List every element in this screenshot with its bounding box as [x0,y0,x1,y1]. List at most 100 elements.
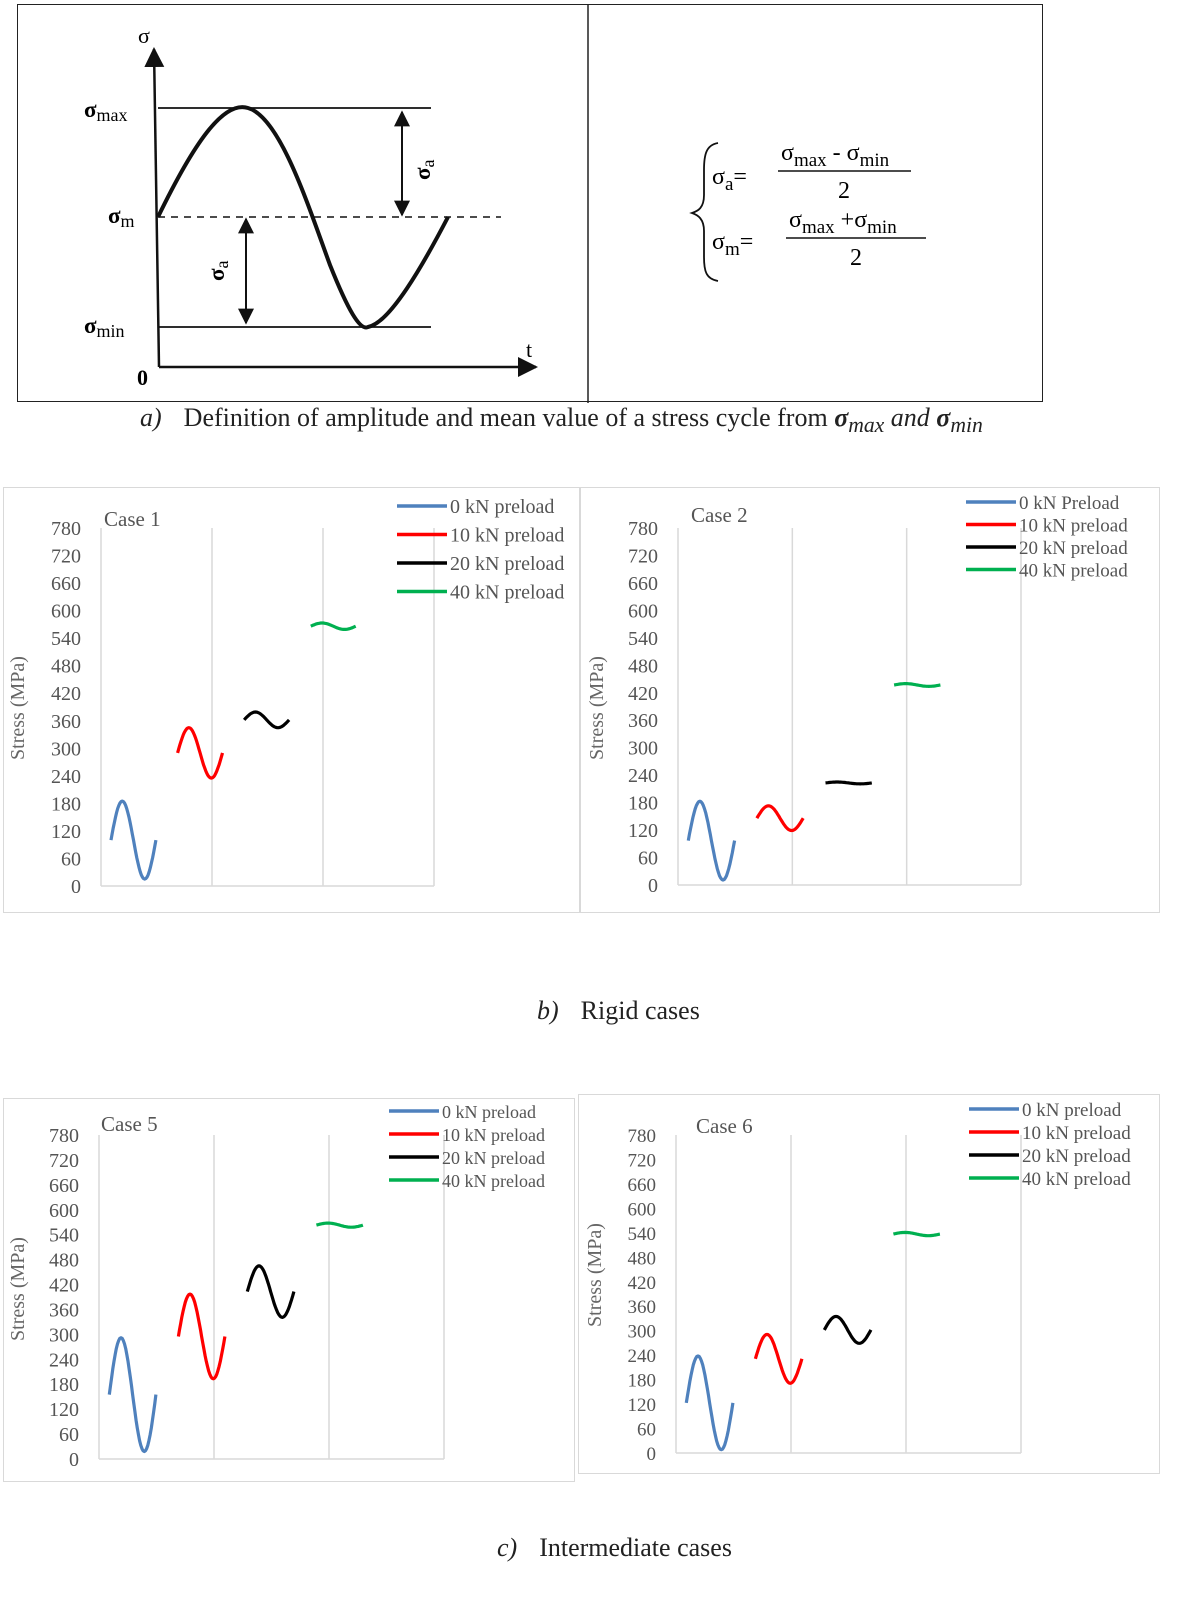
y-tick-label: 120 [628,820,658,842]
y-tick-label: 120 [628,1395,657,1416]
origin-label: 0 [137,365,148,390]
y-tick-label: 180 [628,793,658,815]
chart-case-2: 0 60 120 180 240 300 360 420 480 540 600 660 720 780 S… [580,487,1160,913]
y-tick-label: 360 [628,710,658,732]
y-tick-label: 360 [49,1299,79,1321]
series-line [176,1292,227,1381]
caption-a-text: Definition of amplitude and mean value o… [183,403,835,432]
caption-c: c) Intermediate cases [497,1533,732,1563]
formula-brace [689,142,719,282]
y-tick-label: 420 [51,683,81,705]
series-line [686,799,737,882]
caption-c-label: c) [497,1533,518,1562]
y-tick-label: 420 [628,1273,657,1294]
caption-a: a) Definition of amplitude and mean value… [140,403,983,438]
series-line [109,799,158,881]
y-tick-label: 240 [51,766,81,788]
y-tick-label: 660 [628,573,658,595]
caption-a-sub2: min [950,413,983,438]
y-tick-label: 360 [628,1297,657,1318]
caption-a-mid: and [884,403,937,432]
chart-case-1: 0 60 120 180 240 300 360 420 480 540 600 660 720 780 S… [3,487,580,913]
y-tick-label: 720 [628,545,658,567]
y-tick-label: 0 [69,1449,79,1471]
y-tick-label: 0 [647,1444,657,1465]
y-tick-label: 240 [628,765,658,787]
y-tick-label: 660 [49,1175,79,1197]
y-tick-label: 720 [628,1150,657,1171]
caption-a-sym1: σ [834,403,849,432]
y-axis-label: Stress (MPa) [584,1223,606,1327]
y-tick-label: 180 [628,1371,657,1392]
y-tick-label: 720 [49,1150,79,1172]
y-tick-label: 540 [628,628,658,650]
legend-label: 40 kN preload [1019,561,1128,582]
series-line [822,1314,873,1345]
y-axis-label: Stress (MPa) [7,656,29,760]
chart-case-5: 0 60 120 180 240 300 360 420 480 540 600 660 720 780 S… [3,1098,575,1482]
stress-wave [156,105,450,330]
legend-label: 0 kN Preload [1019,493,1120,514]
x-axis-label: t [526,337,532,362]
legend-label: 10 kN preload [1022,1123,1131,1144]
caption-b-label: b) [537,996,559,1025]
series-line [245,1264,296,1319]
formula-m-numerator: σmax +σmin [789,207,897,238]
y-tick-label: 240 [49,1349,79,1371]
caption-a-sym2: σ [936,403,951,432]
legend-label: 20 kN preload [1022,1146,1131,1167]
caption-a-sub1: max [848,413,885,438]
y-tick-label: 420 [628,683,658,705]
chart-title: Case 2 [691,503,748,527]
y-tick-label: 720 [51,546,81,568]
y-tick-label: 780 [628,518,658,540]
sigma-a-label-lower: σa [204,260,232,281]
y-tick-label: 300 [49,1324,79,1346]
y-tick-label: 240 [628,1346,657,1367]
y-tick-label: 600 [49,1200,79,1222]
y-tick-label: 600 [628,600,658,622]
y-tick-label: 0 [71,876,81,898]
y-tick-label: 480 [51,656,81,678]
formula-m-lhs: σm= [712,229,753,260]
legend-label: 10 kN preload [450,525,564,547]
caption-c-text: Intermediate cases [539,1533,732,1562]
formula-a-denominator: 2 [838,178,850,204]
caption-b: b) Rigid cases [537,996,700,1026]
y-tick-label: 660 [628,1175,657,1196]
legend-label: 20 kN preload [442,1148,545,1168]
chart-case-6-svg: 0 60 120 180 240 300 360 420 480 540 600 660 720 780 S… [584,1100,1131,1465]
series-line [176,726,225,780]
y-tick-label: 780 [628,1126,657,1147]
legend-label: 40 kN preload [450,582,564,604]
chart-title: Case 6 [696,1114,753,1138]
y-axis-label: Stress (MPa) [7,1237,29,1341]
y-tick-label: 480 [628,1248,657,1269]
caption-b-text: Rigid cases [580,996,700,1025]
y-tick-label: 600 [51,601,81,623]
y-tick-label: 60 [637,1420,656,1441]
y-tick-label: 540 [49,1225,79,1247]
y-tick-label: 60 [638,848,658,870]
formula-m-denominator: 2 [850,245,862,271]
chart-title: Case 1 [104,507,161,531]
y-axis [144,47,165,368]
y-tick-label: 60 [61,848,81,870]
y-tick-label: 540 [628,1224,657,1245]
series-line [315,1221,364,1229]
y-tick-label: 480 [628,655,658,677]
series-line [107,1336,158,1454]
series-line [242,710,291,730]
y-tick-label: 0 [648,875,658,897]
y-tick-label: 60 [59,1424,79,1446]
chart-title: Case 5 [101,1112,158,1136]
y-tick-label: 120 [49,1399,79,1421]
legend-label: 0 kN preload [1022,1100,1122,1121]
series-line [755,804,805,833]
y-tick-label: 180 [51,793,81,815]
legend-label: 40 kN preload [1022,1169,1131,1190]
y-tick-label: 180 [49,1374,79,1396]
legend-label: 10 kN preload [1019,516,1128,537]
y-tick-label: 780 [51,518,81,540]
